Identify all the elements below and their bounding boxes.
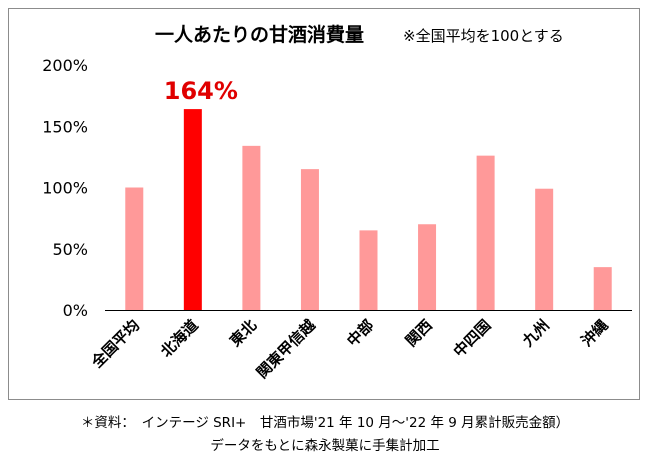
- y-tick-label: 0%: [63, 301, 88, 320]
- bar-4: [359, 230, 378, 310]
- chart-frame: 一人あたりの甘酒消費量 ※全国平均を100とする 0% 50% 100% 150% 20…: [8, 8, 640, 400]
- chart-title: 一人あたりの甘酒消費量: [155, 23, 364, 46]
- x-tick-label: 関西: [402, 316, 436, 350]
- x-tick-label: 北海道: [157, 316, 202, 361]
- x-tick-label: 沖縄: [578, 316, 612, 350]
- y-tick-label: 50%: [52, 240, 88, 259]
- bar-3: [300, 169, 319, 310]
- source-note: ＊資料： インテージ SRI+ 甘酒市場'21 年 10 月～'22 年 9 月…: [0, 412, 650, 458]
- bar-1: [183, 109, 202, 310]
- x-tick-label: 東北: [226, 316, 260, 350]
- x-tick-label: 九州: [518, 316, 553, 351]
- y-tick-label: 200%: [42, 56, 88, 75]
- bar-7: [535, 188, 554, 310]
- y-axis-ticks: 0% 50% 100% 150% 200%: [42, 56, 88, 320]
- bars: [125, 109, 612, 310]
- bar-chart: 一人あたりの甘酒消費量 ※全国平均を100とする 0% 50% 100% 150% 20…: [42, 23, 632, 382]
- y-tick-label: 150%: [42, 117, 88, 136]
- x-tick-label: 中四国: [450, 316, 495, 361]
- bar-5: [418, 224, 437, 310]
- bar-8: [593, 267, 612, 310]
- x-tick-label: 全国平均: [87, 316, 143, 372]
- source-line-1: ＊資料： インテージ SRI+ 甘酒市場'21 年 10 月～'22 年 9 月…: [80, 415, 570, 431]
- x-tick-label: 中部: [343, 316, 377, 350]
- chart-subtitle: ※全国平均を100とする: [403, 27, 564, 45]
- highlight-data-label: 164%: [164, 77, 238, 105]
- bar-6: [476, 155, 495, 310]
- bar-2: [242, 145, 261, 310]
- source-line-2: データをもとに森永製菓に手集計加工: [210, 438, 440, 454]
- y-tick-label: 100%: [42, 179, 88, 198]
- x-tick-label: 関東甲信越: [253, 315, 319, 381]
- bar-0: [125, 187, 144, 310]
